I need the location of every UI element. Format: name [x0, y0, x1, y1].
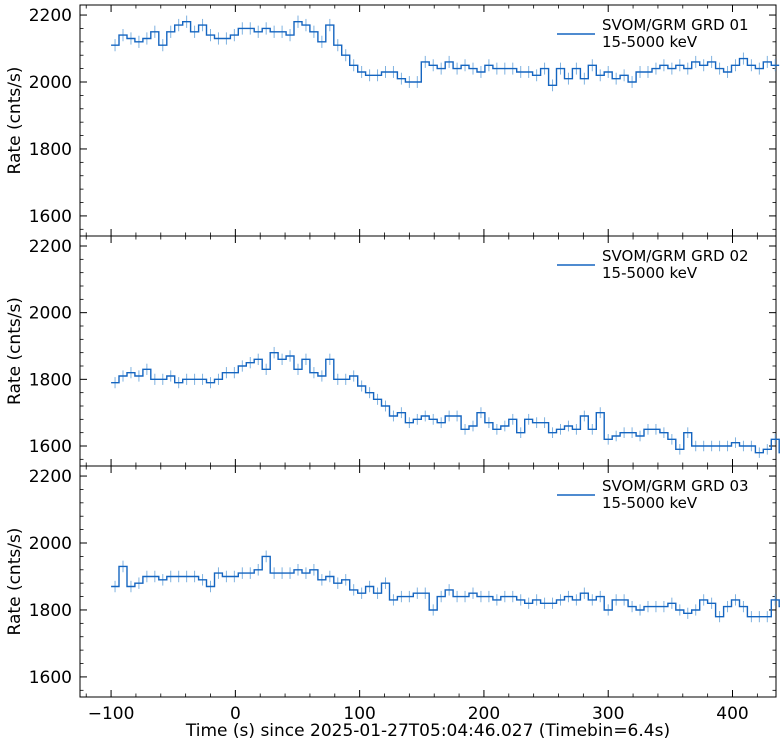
y-tick-label: 1600 — [29, 668, 72, 688]
data-step-line — [111, 555, 780, 618]
y-tick-label: 2200 — [29, 237, 72, 257]
y-axis-label: Rate (cnts/s) — [5, 528, 25, 636]
legend-label: SVOM/GRM GRD 02 — [602, 247, 749, 265]
legend-label: SVOM/GRM GRD 01 — [602, 16, 749, 34]
y-tick-label: 2200 — [29, 6, 72, 26]
y-tick-label: 2000 — [29, 73, 72, 93]
x-axis-label: Time (s) since 2025-01-27T05:04:46.027 (… — [185, 721, 670, 741]
y-axis-label: Rate (cnts/s) — [5, 67, 25, 175]
legend-band: 15-5000 keV — [602, 494, 698, 512]
y-tick-label: 2000 — [29, 534, 72, 554]
y-tick-label: 1800 — [29, 370, 72, 390]
legend-band: 15-5000 keV — [602, 264, 698, 282]
panel-3: 1600 1800 2000 2200 Rate (cnts/s) SVOM/GRM GR… — [5, 465, 780, 698]
y-tick-label: 2000 — [29, 304, 72, 324]
x-tick-label: 200 — [468, 704, 500, 724]
y-tick-label: 1600 — [29, 207, 72, 227]
x-tick-label: 0 — [230, 704, 241, 724]
panel-2: 1600 1800 2000 2200 Rate (cnts/s) SVOM/GRM GR… — [5, 235, 780, 467]
y-tick-label: 2200 — [29, 467, 72, 487]
y-axis-label: Rate (cnts/s) — [5, 297, 25, 405]
data-step-line — [111, 21, 780, 86]
panel-1: 1600 1800 2000 2200 Rate (cnts/s) SVOM/GRM GR… — [5, 4, 780, 237]
x-tick-label: 400 — [716, 704, 748, 724]
data-step-line — [111, 352, 780, 454]
x-tick-label: 100 — [343, 704, 375, 724]
x-tick-label: 300 — [592, 704, 624, 724]
y-tick-label: 1800 — [29, 140, 72, 160]
legend-label: SVOM/GRM GRD 03 — [602, 477, 749, 495]
panel-frame — [79, 465, 777, 698]
x-tick-label: −100 — [88, 704, 135, 724]
y-tick-label: 1800 — [29, 601, 72, 621]
y-tick-label: 1600 — [29, 437, 72, 457]
legend-band: 15-5000 keV — [602, 33, 698, 51]
